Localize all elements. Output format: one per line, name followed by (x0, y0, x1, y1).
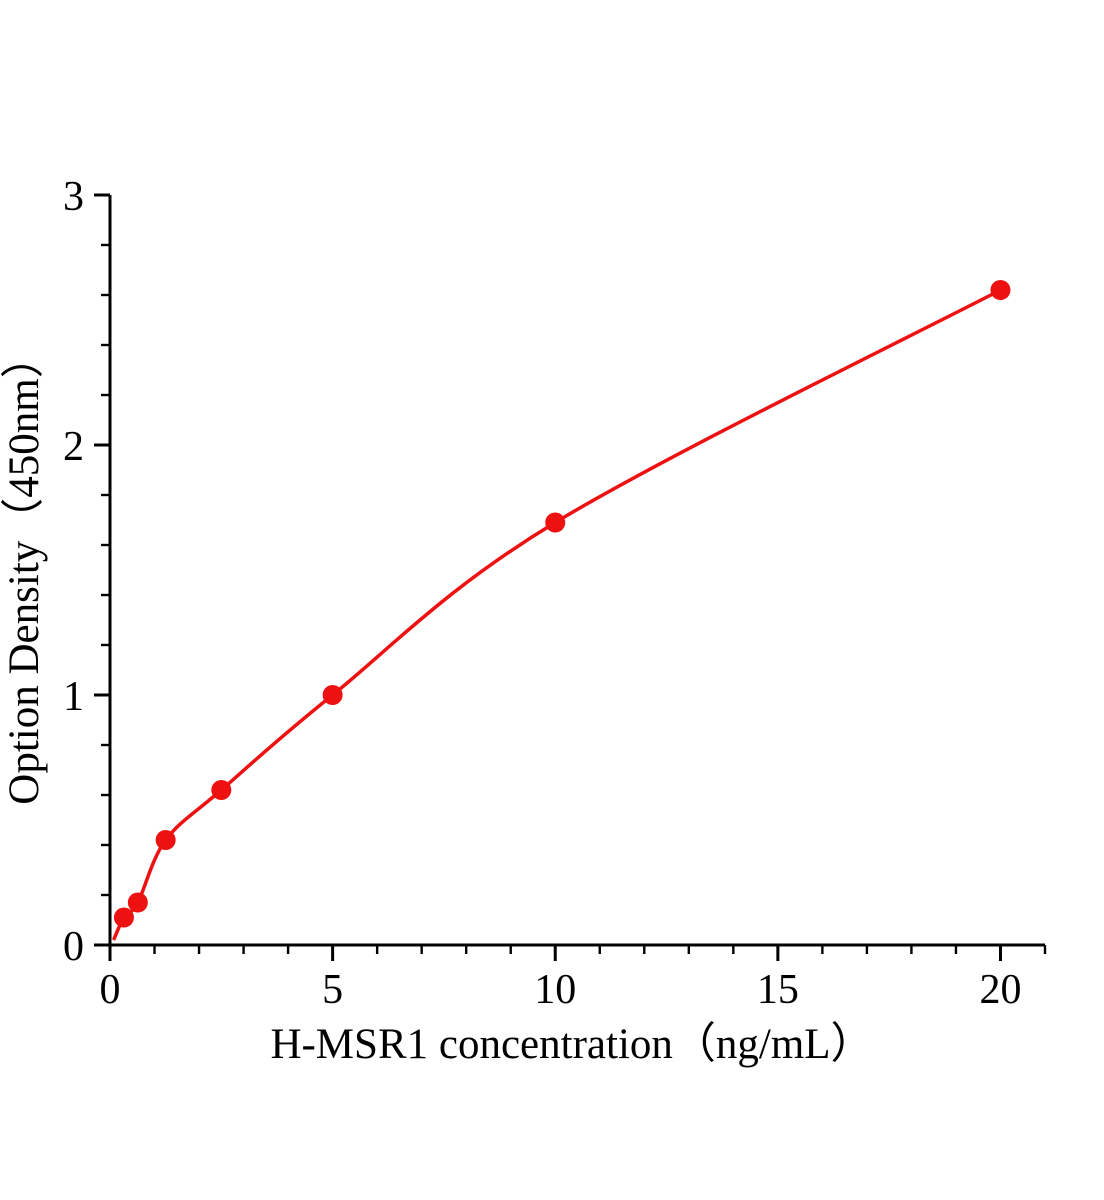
y-tick-label: 2 (63, 424, 84, 470)
y-axis-title: Option Density（450nm） (1, 335, 48, 804)
fit-curve (111, 288, 1002, 941)
y-tick-label: 0 (63, 924, 84, 970)
x-tick-label: 15 (757, 967, 799, 1013)
x-tick-label: 10 (534, 967, 576, 1013)
data-point (211, 780, 232, 800)
data-point (322, 685, 343, 705)
x-tick-label: 20 (979, 967, 1021, 1013)
x-tick-label: 5 (322, 967, 343, 1013)
y-tick-label: 1 (63, 674, 84, 720)
data-point (127, 892, 148, 913)
x-axis-title: H-MSR1 concentration（ng/mL） (270, 1021, 873, 1068)
data-series (111, 280, 1011, 941)
data-point (990, 280, 1011, 300)
axis-ticks (94, 193, 1047, 961)
data-point (113, 907, 134, 928)
data-point (545, 512, 566, 533)
y-tick-label: 3 (63, 174, 84, 220)
data-point (155, 830, 176, 850)
axis-lines (108, 195, 1045, 947)
axis-frame (108, 195, 1045, 947)
tick-labels: 0 5 10 15 20 0 1 2 3 (63, 174, 1021, 1013)
x-tick-label: 0 (100, 967, 121, 1013)
